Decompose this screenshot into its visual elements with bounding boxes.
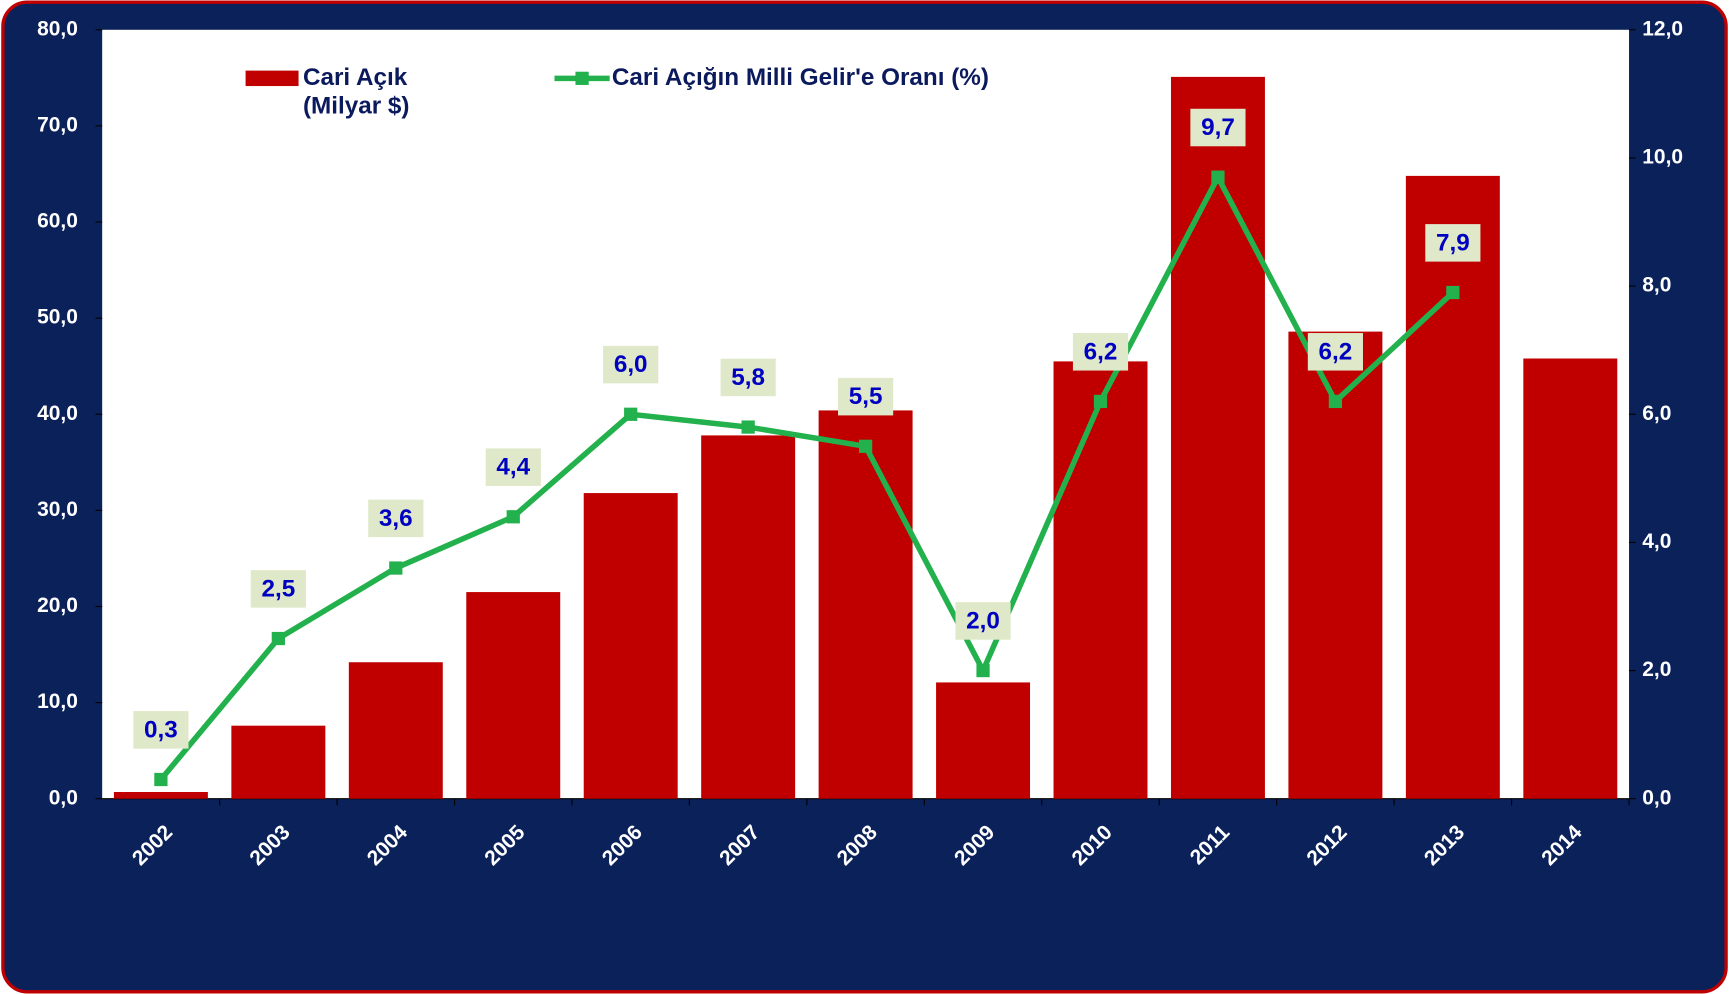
data-label: 2,0 <box>966 607 1000 634</box>
data-label-box <box>1425 224 1481 262</box>
bar <box>936 682 1031 799</box>
data-label-box <box>838 377 894 416</box>
data-label-box <box>955 602 1011 640</box>
data-label-box <box>368 499 424 538</box>
marker <box>389 561 403 575</box>
y-tick-label: 30,0 <box>37 498 78 521</box>
y-tick-label: 40,0 <box>37 402 78 425</box>
data-label-box <box>485 448 541 486</box>
data-label: 4,4 <box>496 454 530 481</box>
marker <box>858 439 873 453</box>
data-label-box <box>1307 333 1363 371</box>
bar <box>1523 358 1618 799</box>
marker <box>506 510 520 524</box>
marker <box>154 772 168 787</box>
y-tick-label: 60,0 <box>37 210 78 233</box>
legend-label: Cari Açık (Milyar $) <box>302 62 410 120</box>
legend: Cari Açık (Milyar $) Cari Açığın Milli Ge… <box>245 62 989 120</box>
data-label-box <box>1190 108 1246 147</box>
y2-tick-label: 12,0 <box>1642 17 1683 40</box>
bar <box>113 792 208 799</box>
y2-tick-label: 10,0 <box>1642 145 1683 168</box>
y2-tick-label: 4,0 <box>1642 530 1671 553</box>
marker <box>1446 285 1460 300</box>
bar <box>1053 361 1148 799</box>
y-tick-label: 0,0 <box>49 786 78 809</box>
marker <box>271 631 285 646</box>
bar <box>348 662 443 799</box>
data-label: 2,5 <box>261 575 295 602</box>
data-label-box <box>720 358 776 397</box>
line <box>158 174 1455 782</box>
bar <box>701 435 796 799</box>
bar <box>231 725 326 799</box>
legend-label: Cari Açığın Milli Gelir'e Oranı (%) <box>611 62 989 91</box>
data-label-box <box>133 711 189 749</box>
bar <box>818 410 913 799</box>
data-label: 6,2 <box>1084 338 1118 365</box>
data-label: 9,7 <box>1201 114 1235 141</box>
data-label-box <box>250 570 306 608</box>
y2-tick-label: 2,0 <box>1642 658 1671 681</box>
marker <box>1211 170 1225 184</box>
marker <box>624 407 638 421</box>
marker <box>1093 394 1108 409</box>
legend-label-box: Cari Açığın Milli Gelir'e Oranı (%) <box>611 62 989 91</box>
y-tick-label: 80,0 <box>37 17 78 40</box>
bar <box>1405 175 1500 799</box>
y-tick-label: 20,0 <box>37 594 78 617</box>
data-label-box <box>1072 333 1129 371</box>
data-label: 3,6 <box>379 505 413 532</box>
legend-label-box: Cari Açık (Milyar $) <box>302 62 410 120</box>
data-label-box <box>603 345 659 384</box>
y2-tick-label: 6,0 <box>1642 402 1671 425</box>
y2-tick-label: 8,0 <box>1642 274 1671 297</box>
bar <box>1170 76 1265 799</box>
data-label: 6,0 <box>614 351 648 378</box>
data-label: 6,2 <box>1319 338 1353 365</box>
y-tick-label: 50,0 <box>37 306 78 329</box>
data-label: 0,3 <box>144 716 178 743</box>
marker <box>1328 394 1343 409</box>
data-label: 7,9 <box>1436 229 1470 256</box>
legend-marker <box>575 71 589 85</box>
bar <box>1288 331 1383 799</box>
marker <box>976 663 990 678</box>
data-label: 5,5 <box>849 383 883 410</box>
y-tick-label: 10,0 <box>37 690 78 713</box>
y2-tick-label: 0,0 <box>1642 786 1671 809</box>
legend-swatch <box>245 70 299 87</box>
bar <box>466 592 561 799</box>
marker <box>741 420 755 434</box>
y-tick-label: 70,0 <box>37 113 78 136</box>
data-label: 5,8 <box>731 364 765 391</box>
bar <box>583 493 678 799</box>
